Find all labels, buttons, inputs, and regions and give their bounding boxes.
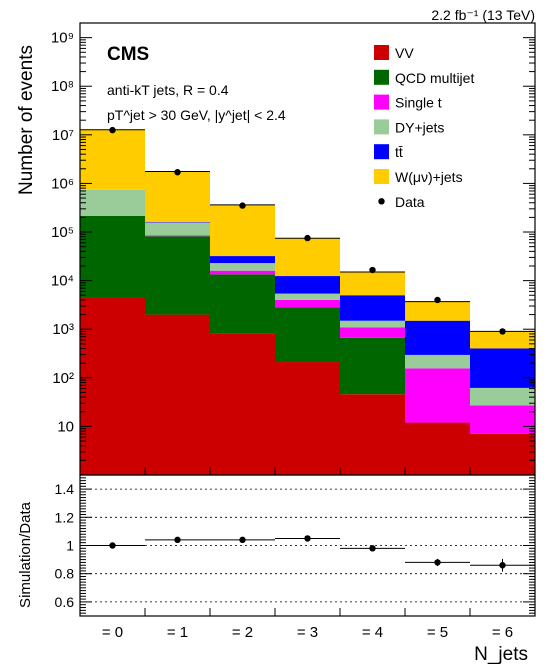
bar-qcd-multijet-bin-3 — [275, 307, 340, 363]
main-y-tick-label: 10² — [52, 370, 74, 387]
bar-w-jets-bin-3 — [275, 238, 340, 277]
x-tick-label: = 4 — [362, 624, 383, 641]
bar-single-t-bin-6 — [470, 405, 535, 434]
bar-w-jets-bin-6 — [470, 331, 535, 349]
bar-tt--bin-2 — [210, 256, 275, 264]
bar-vv-bin-6 — [470, 433, 535, 475]
main-y-tick-label: 10⁵ — [51, 224, 74, 241]
bar-w-jets-bin-4 — [340, 272, 405, 296]
legend-label: Data — [395, 194, 425, 210]
bar-w-jets-bin-5 — [405, 301, 470, 321]
main-y-tick-label: 10⁷ — [52, 127, 74, 144]
main-y-tick-label: 10 — [57, 418, 74, 435]
bar-dy-jets-bin-0 — [80, 189, 145, 216]
ratio-point-bin-0 — [109, 542, 116, 549]
bar-tt--bin-5 — [405, 320, 470, 355]
bar-w-jets-bin-2 — [210, 204, 275, 257]
bar-single-t-bin-5 — [405, 368, 470, 423]
main-plot: 10 10² 10³ 10⁴ 10⁵ 10⁶ 10⁷ 10⁸ 10⁹ VV QCD multijet… — [51, 22, 536, 476]
bar-dy-jets-bin-5 — [405, 354, 470, 369]
lumi-label: 2.2 fb⁻¹ (13 TeV) — [431, 7, 535, 23]
legend-data-marker — [378, 198, 385, 205]
ratio-y-tick-label: 0.6 — [55, 594, 75, 610]
data-point-bin-4 — [369, 266, 376, 274]
ratio-y-tick-label: 0.8 — [55, 566, 75, 582]
ratio-point-bin-1 — [174, 536, 181, 544]
bar-single-t-bin-4 — [340, 327, 405, 338]
x-tick-label: = 0 — [102, 624, 123, 641]
ratio-plot-frame — [79, 474, 536, 617]
legend-swatch-vv — [374, 45, 389, 60]
legend-swatch-w-jets — [374, 169, 389, 184]
ratio-y-axis-label: Simulation/Data — [17, 501, 34, 608]
legend-label: W(μν)+jets — [395, 169, 463, 185]
x-tick-label: = 2 — [232, 624, 253, 641]
bar-qcd-multijet-bin-1 — [145, 236, 210, 315]
jet-algorithm-annotation: anti-kT jets, R = 0.4 — [107, 82, 229, 98]
x-axis-label: N_jets — [474, 644, 528, 665]
bar-dy-jets-bin-2 — [210, 263, 275, 271]
legend-label: Single t — [395, 95, 442, 111]
data-point-bin-3 — [304, 234, 311, 242]
main-y-tick-label: 10³ — [52, 321, 74, 338]
bar-single-t-bin-1 — [145, 235, 210, 237]
bar-w-jets-bin-1 — [145, 171, 210, 223]
legend-label: VV — [395, 45, 414, 61]
ratio-y-tick-label: 1.2 — [55, 509, 75, 525]
bar-qcd-multijet-bin-2 — [210, 274, 275, 334]
bar-dy-jets-bin-1 — [145, 222, 210, 236]
bar-dy-jets-bin-3 — [275, 293, 340, 300]
legend-label: QCD multijet — [395, 70, 474, 86]
ratio-point-bin-4 — [369, 545, 376, 552]
data-point-bin-6 — [499, 328, 506, 335]
main-y-tick-label: 10⁹ — [51, 30, 74, 47]
data-point-bin-1 — [174, 169, 181, 176]
ratio-plot: 0.6 0.8 1 1.2 1.4 = 0 = 1 = 2 = 3 = 4 = 5 = 6 — [55, 474, 536, 641]
bar-w-jets-bin-0 — [80, 129, 145, 190]
data-point-bin-0 — [109, 126, 116, 134]
ratio-point-bin-5 — [434, 559, 441, 566]
legend-label: tt̄ — [395, 144, 403, 160]
bar-tt--bin-3 — [275, 276, 340, 294]
bar-vv-bin-5 — [405, 422, 470, 475]
jet-selection-annotation: pT^jet > 30 GeV, |y^jet| < 2.4 — [107, 107, 286, 123]
main-y-tick-label: 10⁶ — [51, 175, 74, 192]
ratio-y-tick-label: 1 — [66, 538, 74, 554]
ratio-point-bin-6 — [499, 562, 506, 569]
bar-qcd-multijet-bin-0 — [80, 215, 145, 298]
bar-dy-jets-bin-6 — [470, 387, 535, 406]
cms-label: CMS — [107, 44, 149, 65]
data-point-bin-5 — [434, 296, 441, 304]
bar-dy-jets-bin-4 — [340, 320, 405, 328]
bar-tt--bin-4 — [340, 295, 405, 321]
bar-vv-bin-4 — [340, 394, 405, 475]
main-y-axis-label: Number of events — [16, 45, 37, 195]
ratio-y-tick-label: 1.4 — [55, 481, 75, 497]
bar-single-t-bin-2 — [210, 270, 275, 275]
bar-vv-bin-2 — [210, 333, 275, 475]
main-y-tick-label: 10⁴ — [51, 273, 74, 290]
x-tick-label: = 6 — [492, 624, 513, 641]
ratio-point-bin-3 — [304, 535, 311, 542]
bar-single-t-bin-3 — [275, 299, 340, 308]
bar-tt--bin-1 — [145, 222, 210, 223]
data-point-bin-2 — [239, 202, 246, 209]
bar-vv-bin-3 — [275, 362, 340, 475]
bar-tt--bin-6 — [470, 348, 535, 388]
legend-label: DY+jets — [395, 119, 444, 135]
x-tick-label: = 3 — [297, 624, 318, 641]
bar-vv-bin-0 — [80, 297, 145, 475]
ratio-point-bin-2 — [239, 536, 246, 544]
bar-qcd-multijet-bin-4 — [340, 337, 405, 395]
x-tick-label: = 5 — [427, 624, 448, 641]
legend-swatch-single-t — [374, 94, 389, 110]
legend-swatch-tt- — [374, 144, 389, 160]
bar-vv-bin-1 — [145, 314, 210, 475]
legend-swatch-qcd-multijet — [374, 69, 389, 85]
main-y-tick-label: 10⁸ — [51, 78, 74, 95]
legend-swatch-dy-jets — [374, 119, 389, 135]
x-tick-label: = 1 — [167, 624, 188, 641]
